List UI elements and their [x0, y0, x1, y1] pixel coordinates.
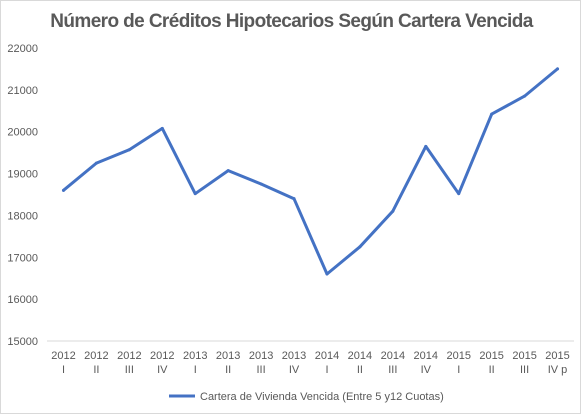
x-tick-label-line: 2012	[150, 350, 174, 362]
x-tick-label: 2013 III	[249, 350, 273, 376]
chart-title: Número de Créditos Hipotecarios Según Ca…	[50, 11, 533, 32]
series-line	[62, 67, 559, 276]
x-tick-label-line: II	[225, 364, 231, 376]
series-point	[457, 192, 461, 196]
x-tick-label-line: III	[257, 364, 266, 376]
x-tick-label: 2014 IV	[414, 350, 438, 376]
y-tick-label: 16000	[7, 294, 38, 306]
x-tick-label-line: I	[325, 364, 328, 376]
x-tick-label-line: IV	[289, 364, 300, 376]
x-tick-label: 2015 IV p	[545, 350, 569, 376]
series-point	[292, 197, 296, 201]
x-tick-label-line: 2015	[545, 350, 569, 362]
x-tick-label: 2012 II	[84, 350, 108, 376]
x-tick-label: 2014 II	[348, 350, 372, 376]
y-tick-label: 17000	[7, 252, 38, 264]
x-tick-label-line: 2012	[84, 350, 108, 362]
x-tick-label-line: 2013	[216, 350, 240, 362]
series-point	[259, 182, 263, 186]
legend-label: Cartera de Vivienda Vencida (Entre 5 y12…	[200, 391, 444, 403]
x-tick-label-line: IV	[157, 364, 168, 376]
x-tick-label: 2013 IV	[282, 350, 306, 376]
x-tick-label-line: II	[93, 364, 99, 376]
series-point	[127, 148, 131, 152]
x-tick-label: 2014 III	[381, 350, 405, 376]
x-tick-label-line: 2013	[282, 350, 306, 362]
x-tick-label: 2015 I	[446, 350, 470, 376]
x-tick-label-line: 2015	[512, 350, 536, 362]
y-tick-label: 15000	[7, 336, 38, 348]
x-tick-label-line: 2014	[315, 350, 339, 362]
x-tick-label-line: III	[520, 364, 529, 376]
y-axis-ticks: 15000 16000 17000 18000 19000 20000 21000 22000	[7, 43, 38, 348]
x-tick-label-line: 2012	[51, 350, 75, 362]
x-tick-label: 2012 I	[51, 350, 75, 376]
x-tick-label: 2012 III	[117, 350, 141, 376]
x-tick-label: 2013 II	[216, 350, 240, 376]
series-point	[226, 169, 230, 173]
x-tick-label-line: III	[388, 364, 397, 376]
x-tick-label-line: I	[62, 364, 65, 376]
x-tick-label-line: II	[357, 364, 363, 376]
x-tick-label: 2012 IV	[150, 350, 174, 376]
y-tick-label: 21000	[7, 85, 38, 97]
series-point	[424, 144, 428, 148]
x-tick-label: 2015 II	[479, 350, 503, 376]
x-tick-label-line: 2014	[414, 350, 438, 362]
x-tick-label: 2015 III	[512, 350, 536, 376]
series-point	[193, 192, 197, 196]
x-tick-label-line: II	[489, 364, 495, 376]
x-tick-label-line: 2014	[381, 350, 405, 362]
y-tick-label: 22000	[7, 43, 38, 55]
series-point	[523, 94, 527, 98]
x-tick-label-line: III	[125, 364, 134, 376]
y-tick-label: 20000	[7, 127, 38, 139]
series-point	[490, 112, 494, 116]
series-point	[391, 209, 395, 213]
series-point	[160, 126, 164, 130]
x-tick-label-line: 2015	[446, 350, 470, 362]
x-tick-label-line: 2013	[249, 350, 273, 362]
x-tick-label-line: IV p	[548, 364, 568, 376]
x-tick-label-line: 2012	[117, 350, 141, 362]
y-tick-label: 18000	[7, 210, 38, 222]
x-tick-label-line: 2015	[479, 350, 503, 362]
series-point	[61, 188, 65, 192]
x-tick-label: 2013 I	[183, 350, 207, 376]
x-tick-label-line: 2013	[183, 350, 207, 362]
y-tick-label: 19000	[7, 169, 38, 181]
x-tick-label-line: I	[194, 364, 197, 376]
x-tick-label-line: I	[457, 364, 460, 376]
x-tick-label: 2014 I	[315, 350, 339, 376]
x-tick-label-line: IV	[421, 364, 432, 376]
series-point	[325, 272, 329, 276]
series-point	[358, 245, 362, 249]
legend: Cartera de Vivienda Vencida (Entre 5 y12…	[169, 391, 444, 403]
x-tick-label-line: 2014	[348, 350, 372, 362]
series-point	[94, 161, 98, 165]
series-point	[556, 67, 560, 71]
